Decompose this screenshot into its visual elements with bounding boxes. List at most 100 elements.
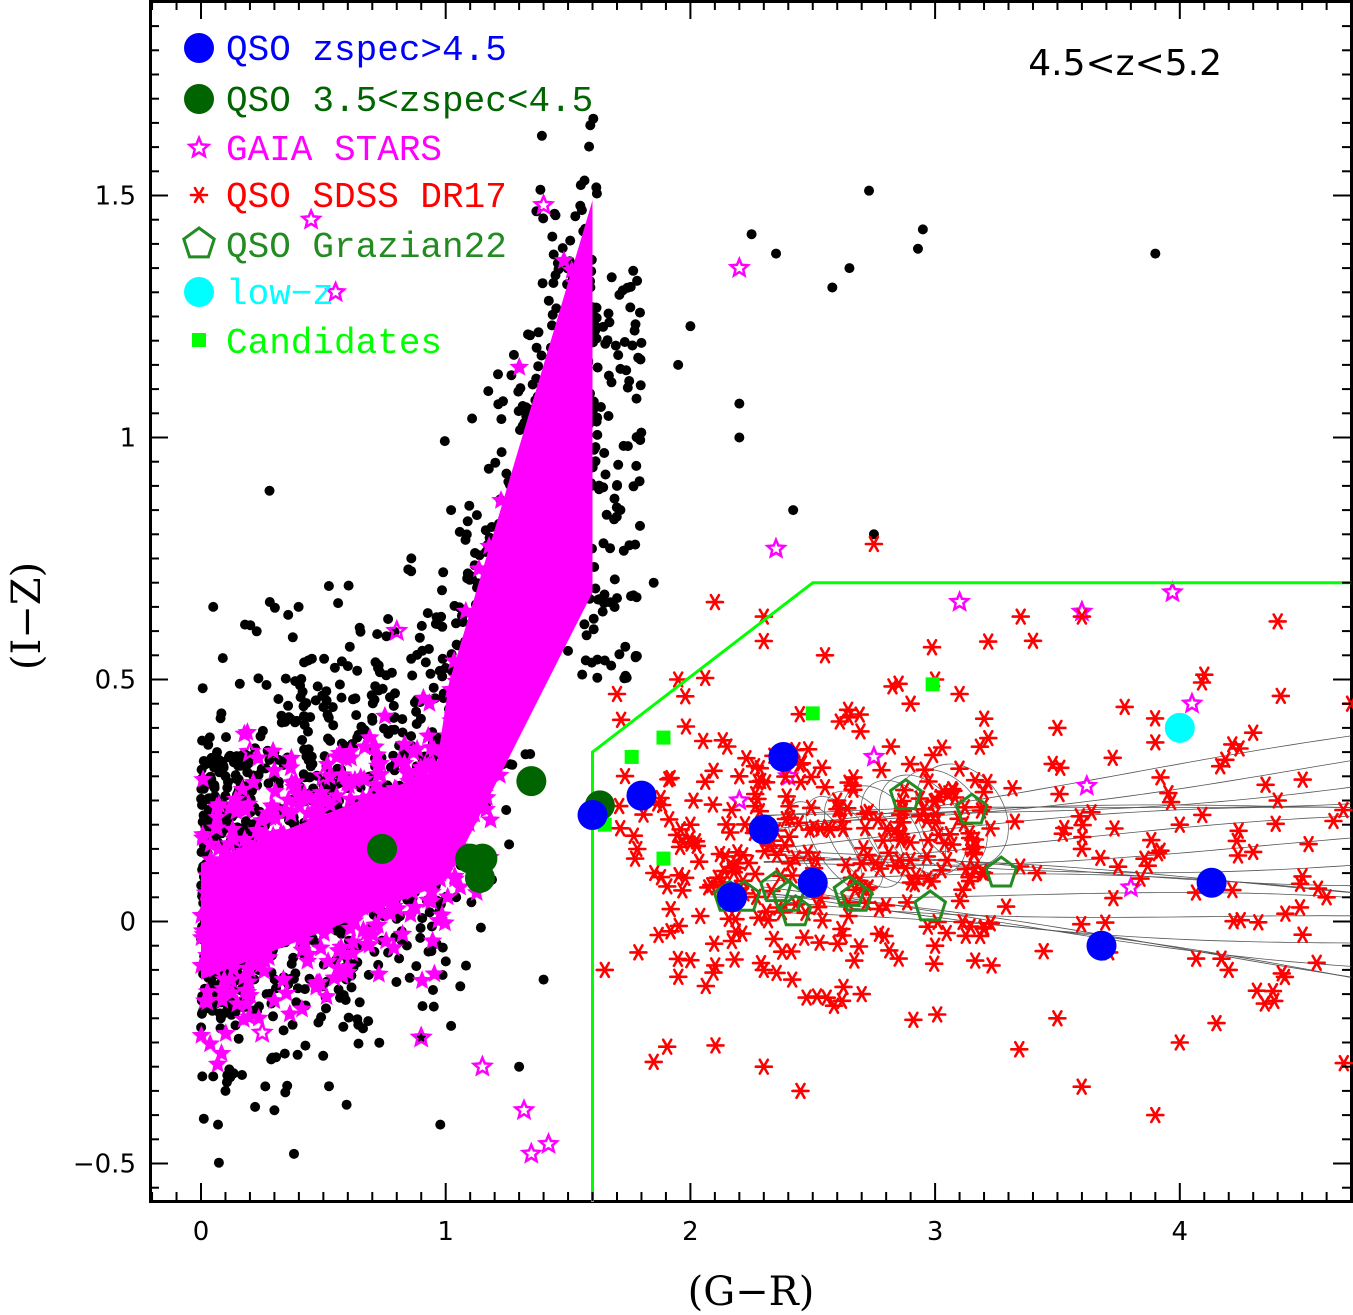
sdss-qso-point	[1293, 771, 1312, 788]
gaia-star-point	[295, 867, 315, 887]
field-object-point	[293, 601, 304, 612]
field-object-point	[370, 657, 381, 668]
field-object-point	[391, 977, 402, 987]
field-object-point	[439, 436, 450, 447]
gaia-star-point	[498, 649, 518, 668]
field-object-point	[626, 591, 636, 602]
gaia-star-point	[727, 255, 751, 279]
gaia-star-point	[470, 1054, 495, 1077]
field-object-point	[250, 1101, 261, 1112]
field-object-point	[588, 613, 599, 624]
field-object-point	[322, 709, 333, 720]
field-object-point	[321, 1003, 331, 1014]
sdss-qso-point	[754, 1058, 774, 1075]
field-object-point	[501, 468, 512, 479]
sdss-qso-point	[1268, 613, 1287, 630]
field-object-point	[198, 783, 209, 794]
sdss-qso-point	[673, 882, 692, 899]
gaia-star-point	[557, 373, 578, 392]
x-tick-label: 4	[1172, 1217, 1189, 1247]
field-object-point	[212, 747, 222, 758]
field-object-point	[496, 447, 507, 458]
y-axis-label: (I−Z)	[4, 562, 50, 670]
gaia-star-point	[298, 944, 319, 963]
low-z-layer	[1164, 712, 1195, 743]
sdss-qso-point	[1072, 1078, 1091, 1095]
field-object-point	[614, 649, 625, 660]
field-object-point	[324, 1081, 334, 1092]
sdss-qso-point	[689, 853, 709, 870]
gaia-star-point	[543, 548, 563, 568]
gaia-star-point	[416, 871, 436, 890]
gaia-star-point	[376, 930, 396, 950]
gaia-star-point	[480, 809, 501, 829]
gaia-star-point	[318, 951, 338, 970]
field-object-point	[220, 1085, 231, 1096]
gaia-star-point	[248, 747, 269, 767]
sdss-qso-point	[1023, 632, 1043, 650]
sdss-qso-point	[844, 952, 864, 969]
field-object-point	[606, 660, 617, 671]
field-object-point	[291, 997, 302, 1008]
sdss-qso-point	[1009, 1041, 1029, 1058]
field-object-point	[312, 681, 323, 692]
field-object-point	[216, 708, 227, 719]
gaia-star-point	[250, 878, 270, 897]
field-object-point	[621, 365, 632, 376]
field-object-point	[283, 700, 294, 711]
sdss-qso-point	[1293, 926, 1312, 943]
field-object-point	[403, 564, 414, 575]
field-object-point	[734, 398, 745, 409]
sdss-qso-point	[1249, 914, 1268, 931]
gaia-star-point	[510, 657, 531, 676]
gaia-star-point	[561, 260, 582, 279]
sdss-qso-point	[1266, 815, 1285, 833]
field-object-point	[411, 961, 422, 972]
legend-marker-pentagon-icon	[182, 226, 216, 259]
sdss-qso-point	[703, 796, 723, 813]
field-object-point	[606, 272, 617, 283]
field-object-point	[551, 303, 562, 314]
field-object-point	[416, 620, 427, 631]
gaia-star-point	[225, 893, 245, 912]
model-track-curve	[763, 853, 1352, 874]
field-object-point	[283, 712, 294, 723]
field-object-point	[411, 719, 422, 729]
field-object-point	[746, 229, 757, 240]
field-object-point	[632, 275, 643, 286]
x-tick-label: 3	[927, 1217, 944, 1247]
field-object-point	[307, 759, 318, 769]
field-object-point	[590, 583, 601, 594]
field-object-point	[407, 670, 418, 681]
sdss-qso-point	[1170, 816, 1190, 833]
gaia-star-point	[448, 667, 468, 687]
field-object-point	[329, 662, 340, 673]
field-object-point	[334, 679, 345, 690]
sdss-qso-point	[745, 865, 765, 883]
gaia-star-point	[403, 796, 424, 816]
sdss-qso-point	[1151, 769, 1170, 786]
sdss-qso-point	[1307, 954, 1326, 972]
sdss-qso-point	[1243, 724, 1263, 742]
sdss-qso-point	[624, 827, 644, 845]
qso-high-z-point	[748, 814, 779, 845]
sdss-qso-point	[782, 971, 802, 988]
gaia-star-point	[280, 757, 301, 777]
field-object-point	[355, 626, 366, 637]
sdss-qso-point	[996, 898, 1016, 915]
field-object-point	[630, 650, 641, 661]
field-object-point	[598, 482, 609, 493]
sdss-qso-point	[1256, 776, 1275, 794]
gaia-star-point	[248, 1007, 269, 1027]
field-object-point	[283, 609, 294, 620]
sdss-qso-point	[1005, 813, 1025, 830]
field-object-point	[198, 1113, 209, 1124]
gaia-star-point	[564, 434, 585, 453]
field-object-point	[208, 780, 218, 791]
field-object-point	[606, 377, 617, 388]
qso-high-z-point	[716, 882, 747, 913]
field-object-point	[603, 308, 614, 319]
field-object-point	[383, 614, 394, 624]
sdss-qso-point	[1145, 710, 1165, 727]
sdss-qso-point	[932, 739, 952, 756]
